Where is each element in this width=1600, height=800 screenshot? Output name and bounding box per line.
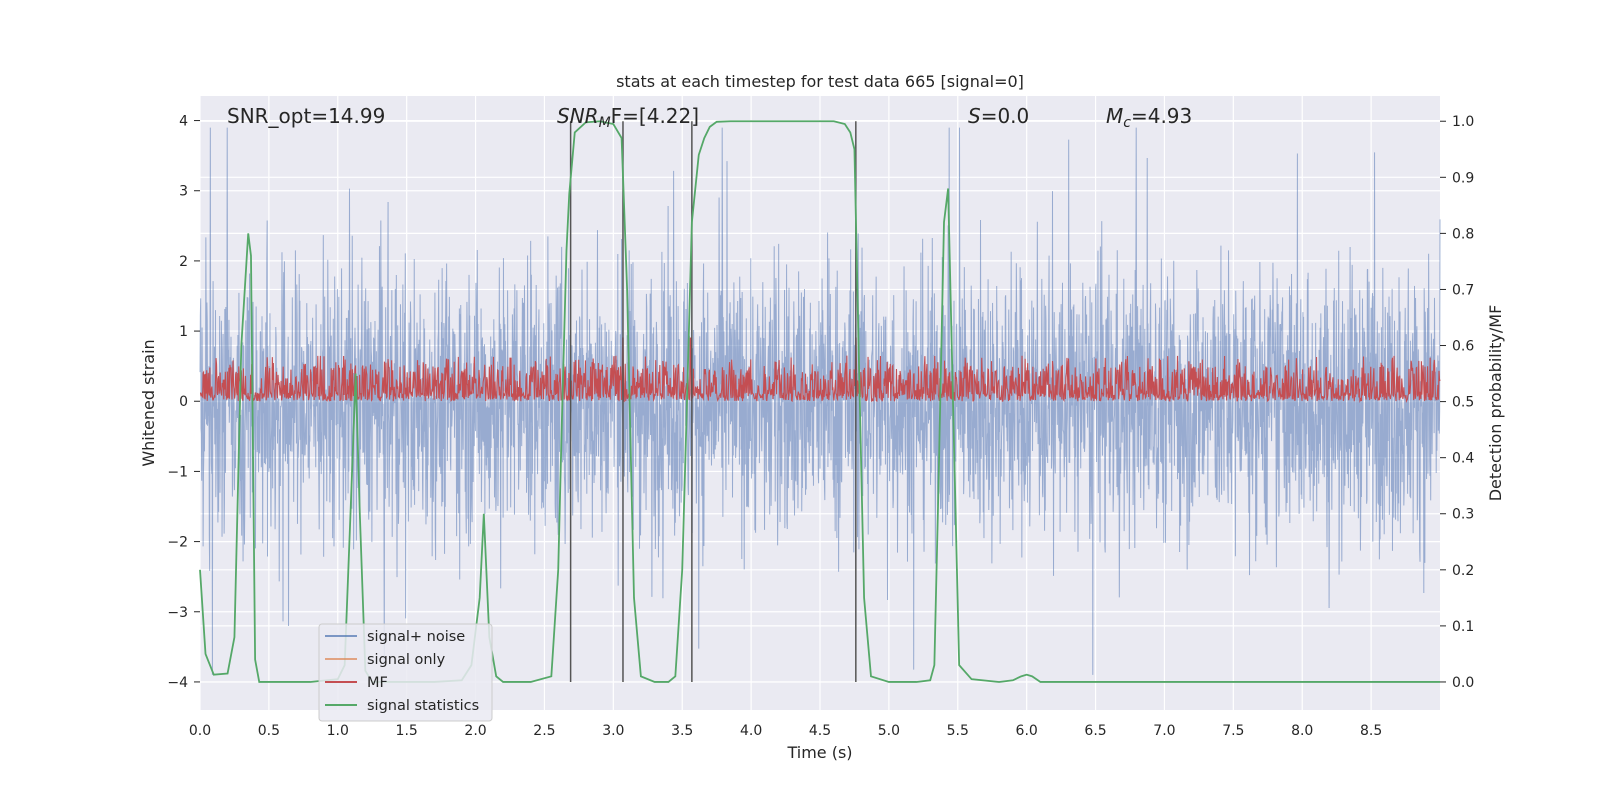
y-axis-left-ticks: 4 3 2 1 0 −1 −2 −3 −4 (167, 114, 200, 691)
y-tick-label: −1 (167, 464, 188, 480)
x-tick-label: 0.5 (258, 723, 280, 739)
y-right-tick-label: 0.2 (1452, 563, 1474, 579)
y-tick-label: 2 (179, 254, 188, 270)
y-right-tick-label: 0.6 (1452, 339, 1474, 355)
x-tick-label: 6.0 (1016, 723, 1038, 739)
x-tick-label: 3.0 (602, 723, 624, 739)
annotation-s: S=0.0 (968, 104, 1029, 128)
legend-label-mf: MF (367, 675, 388, 691)
y-right-tick-label: 1.0 (1452, 114, 1474, 130)
x-tick-label: 7.0 (1153, 723, 1175, 739)
legend-label-signal-noise: signal+ noise (367, 629, 465, 645)
y-right-tick-label: 0.1 (1452, 619, 1474, 635)
y-tick-label: 3 (179, 184, 188, 200)
x-tick-label: 1.5 (396, 723, 418, 739)
y-tick-label: −2 (167, 535, 188, 551)
y-tick-label: 0 (179, 394, 188, 410)
x-tick-label: 2.0 (464, 723, 486, 739)
y-right-tick-label: 0.3 (1452, 507, 1474, 523)
y-tick-label: 4 (179, 114, 188, 130)
mf-line (199, 337, 1441, 404)
annotation-snr-mf: SNRMF=[4.22] (557, 104, 699, 131)
x-tick-label: 6.5 (1084, 723, 1106, 739)
y-tick-label: −3 (167, 605, 188, 621)
y-axis-right-label: Detection probability/MF (1486, 305, 1505, 502)
annotation-snr-opt: SNR_opt=14.99 (227, 104, 385, 128)
chart-title: stats at each timestep for test data 665… (616, 72, 1024, 91)
legend-label-signal-statistics: signal statistics (367, 698, 479, 714)
y-right-tick-label: 0.8 (1452, 226, 1474, 242)
y-tick-label: 1 (179, 324, 188, 340)
y-axis-right-ticks: 1.0 0.9 0.8 0.7 0.6 0.5 0.4 0.3 0.2 0.1 0.0 (1440, 114, 1474, 691)
x-tick-label: 4.0 (740, 723, 762, 739)
x-tick-label: 1.0 (327, 723, 349, 739)
x-tick-label: 8.5 (1360, 723, 1382, 739)
y-tick-label: −4 (167, 675, 188, 691)
x-axis-ticks: 0.0 0.5 1.0 1.5 2.0 2.5 3.0 3.5 4.0 4.5 5.0 5.5 6.0 6… (189, 723, 1382, 739)
y-right-tick-label: 0.0 (1452, 675, 1474, 691)
x-tick-label: 5.5 (947, 723, 969, 739)
legend-box (318, 623, 493, 722)
y-right-tick-label: 0.7 (1452, 282, 1474, 298)
x-tick-label: 4.5 (809, 723, 831, 739)
x-tick-label: 8.0 (1291, 723, 1313, 739)
y-right-tick-label: 0.9 (1452, 170, 1474, 186)
legend: signal+ noise signal only MF signal stat… (318, 623, 493, 722)
x-tick-label: 7.5 (1222, 723, 1244, 739)
series-mf (199, 337, 1441, 404)
y-right-tick-label: 0.4 (1452, 451, 1474, 467)
legend-label-signal-only: signal only (367, 652, 446, 668)
x-tick-label: 5.0 (878, 723, 900, 739)
x-tick-label: 0.0 (189, 723, 211, 739)
y-axis-label: Whitened strain (139, 339, 158, 466)
x-tick-label: 3.5 (671, 723, 693, 739)
x-tick-label: 2.5 (533, 723, 555, 739)
annotation-mc: Mc=4.93 (1106, 104, 1192, 131)
x-axis-label: Time (s) (786, 743, 852, 762)
y-right-tick-label: 0.5 (1452, 395, 1474, 411)
